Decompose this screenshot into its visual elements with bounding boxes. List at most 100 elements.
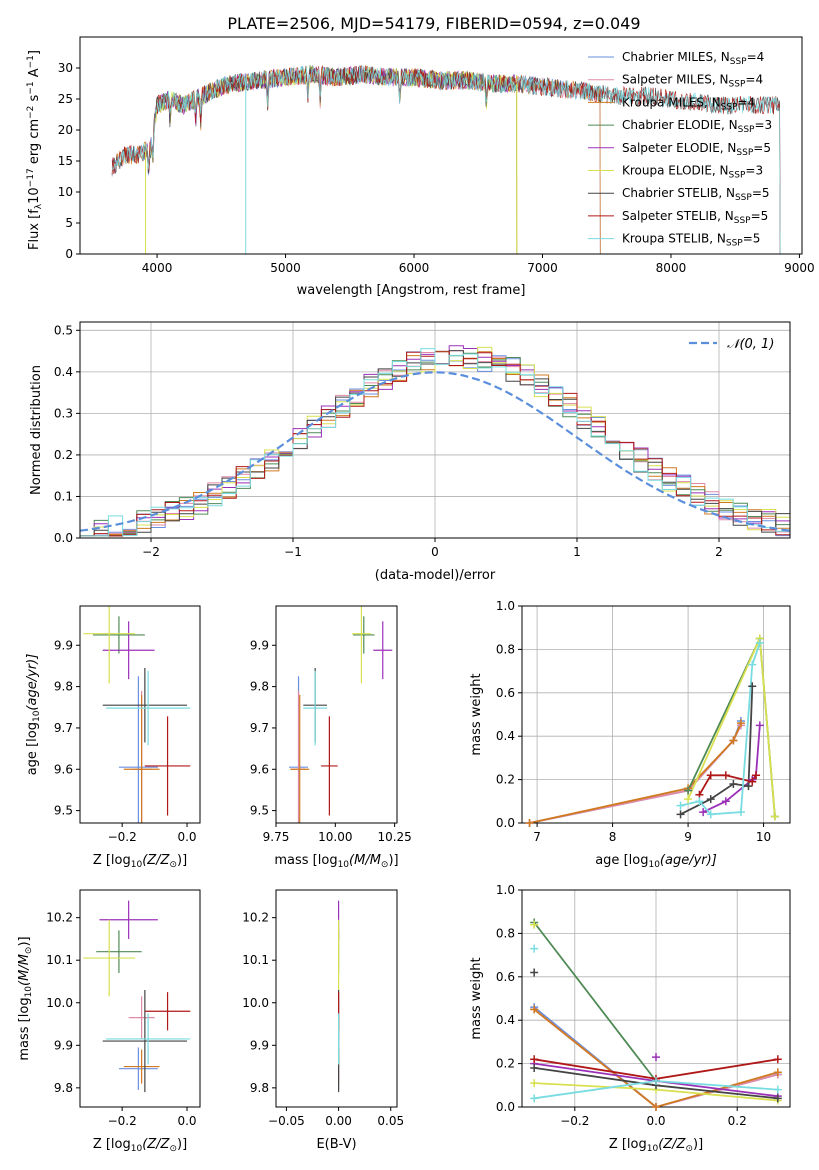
weight-marker [752,771,761,780]
x-tick-label: 9.75 [263,830,290,844]
legend-entry-part: Chabrier MILES, N [622,50,730,64]
y-axis-label-part: −2 [26,106,36,119]
x-axis-label: mass [log10(M/M⊙)] [274,853,398,870]
spectrum-line [111,65,781,254]
x-tick-label: 0.0 [646,1114,665,1128]
spectrum-line [111,65,601,254]
y-tick-label: 0.0 [496,816,515,830]
legend-entry: Salpeter ELODIE, NSSP=5 [622,141,771,158]
y-tick-label: 0.4 [496,729,515,743]
x-axis-label-part: 10 [648,860,660,870]
x-axis-label: age [log10(age/yr)] [595,853,717,870]
y-tick-label: 0 [65,247,73,261]
weight-marker [530,968,539,977]
normal-curve [80,371,790,532]
x-tick-label: 0.0 [177,830,196,844]
y-axis-label-part: λ [34,203,44,209]
weight-marker [652,1076,660,1085]
residuals-panel: −2 −1 0 1 2 0.0 0.1 0.2 0.3 0.4 0.5 [54,321,791,559]
x-tick-label: 0.00 [325,1114,352,1128]
x-tick-label: 6000 [399,261,430,275]
x-axis-label-part: )] [177,1137,187,1152]
y-tick-label: 9.9 [54,1038,73,1052]
weight-line [687,638,776,817]
axes-frame [275,889,398,1108]
weight-marker [706,771,715,780]
weight-marker [755,721,764,730]
weight_vs_Z-panel: −0.2 0.0 0.2 0.0 0.2 0.4 0.6 0.8 1.0 [496,883,791,1128]
x-axis-label-part: ⊙ [685,1144,693,1154]
y-tick-label: 10.1 [242,953,269,967]
x-axis-label-part: 10 [131,1144,143,1154]
y-tick-label: 9.9 [250,1038,269,1052]
legend-entry-part: =5 [752,186,770,200]
x-tick-label: 9000 [784,261,815,275]
legend-entry-part: SSP [729,171,746,181]
weight-marker [770,812,779,821]
x-tick-label: 0 [431,545,439,559]
legend-entry-part: =4 [738,95,756,109]
y-tick-label: 30 [58,61,73,75]
y-axis-label-part: 10 [32,710,42,722]
x-tick-label: 0.2 [728,1114,747,1128]
mass_vs_Z-panel: −0.2 0.0 9.8 9.9 10.0 10.1 10.2 [46,889,201,1128]
axes-frame [79,36,803,255]
axes-frame [275,605,398,824]
x-tick-label: 10.25 [377,830,411,844]
legend-entry-part: SSP [735,193,752,203]
weight_vs_age-panel: 7 8 9 10 0.0 0.2 0.4 0.6 0.8 1.0 [496,599,791,844]
x-tick-label: 9 [684,830,692,844]
y-axis-label-part: mass [log [17,997,32,1060]
legend-entry-part: Kroupa MILES, N [622,95,721,109]
y-axis-label-part: −1 [26,55,36,68]
y-axis-label-part: s [27,94,42,105]
x-axis-label-part: ⊙ [169,860,177,870]
x-tick-label: 8000 [656,261,687,275]
x-tick-label: 4000 [142,261,173,275]
legend-entry: Chabrier MILES, NSSP=4 [622,50,764,67]
weight-marker [530,1079,539,1088]
y-tick-label: 10.0 [242,996,269,1010]
weight-line [533,1008,779,1107]
y-tick-label: 0.4 [496,1013,515,1027]
x-axis-label-part: (Z/Z [142,853,170,868]
weight_vs_age-plot [529,635,776,823]
weight-marker [530,1063,539,1072]
legend-entry: Kroupa ELODIE, NSSP=3 [622,164,763,181]
x-axis-label-part: mass [log [274,853,337,868]
y-tick-label: 25 [58,92,73,106]
legend-entry-part: =3 [745,164,763,178]
weight-marker [721,771,730,780]
weight-marker [773,1094,782,1103]
y-tick-label: 1.0 [496,883,515,897]
y-axis-label: mass weight [469,673,484,755]
y-axis-label-part: ] [27,50,42,55]
age_vs_Z-plot [83,606,191,823]
y-tick-label: 9.8 [54,680,73,694]
weight-line [533,921,657,1082]
y-axis-label-part: )] [17,936,32,946]
spectrum-line [143,65,518,254]
y-axis-label: mass weight [469,957,484,1039]
y-tick-label: 9.6 [54,762,73,776]
x-axis-label: Z [log10(Z/Z⊙)] [93,853,187,870]
legend-entry-part: SSP [730,57,747,67]
x-tick-label: 7 [533,830,541,844]
legend-entry-part: SSP [729,80,746,90]
axes-frame [79,605,201,824]
y-tick-label: 0.8 [496,642,515,656]
x-axis-label: wavelength [Angstrom, rest frame] [297,283,526,298]
weight-marker [773,1085,782,1094]
y-tick-label: 20 [58,123,73,137]
y-tick-label: 9.9 [54,638,73,652]
legend-entry-part: =5 [743,232,761,246]
weight-marker [736,719,745,728]
spectrum-line [143,65,518,254]
mass_vs_Z-plot [83,900,191,1093]
y-axis-label-part: −17 [26,168,36,187]
legend-entry-part: SSP [721,102,738,112]
x-tick-label: −0.2 [560,1114,589,1128]
y-tick-label: 0.0 [496,1100,515,1114]
y-tick-label: 0.0 [54,531,73,545]
